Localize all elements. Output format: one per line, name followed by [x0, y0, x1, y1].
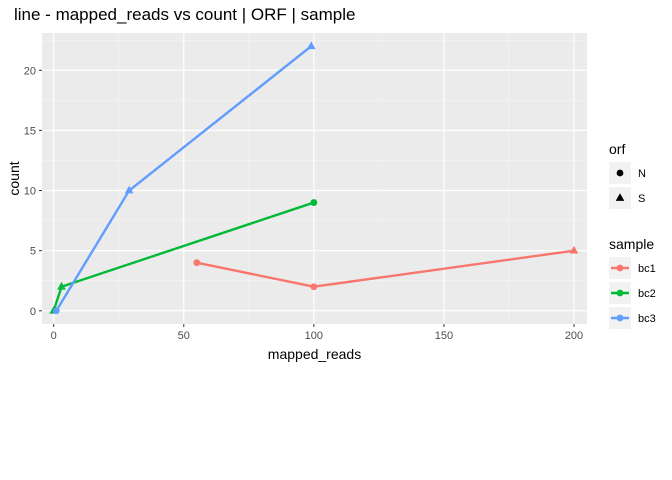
legend-label-bc3: bc3	[638, 313, 656, 325]
data-point-bc1	[310, 283, 318, 291]
data-point-bc3	[124, 185, 134, 194]
legend-key-point-bc1	[616, 264, 624, 272]
data-point-bc1	[569, 245, 579, 254]
data-point-bc3	[52, 307, 60, 315]
data-point-bc2	[310, 199, 318, 206]
legend-key-point-bc2	[616, 289, 624, 297]
data-point-bc3	[306, 41, 316, 50]
chart-title: line - mapped_reads vs count | ORF | sam…	[14, 5, 355, 24]
legend-key-S	[615, 193, 625, 201]
legend-key-point-bc3	[616, 314, 624, 322]
x-tick-label: 0	[51, 330, 57, 342]
y-tick-label: 10	[24, 186, 36, 198]
grid-minor	[42, 33, 587, 324]
legend-sample: sample bc1 bc2 bc3	[609, 236, 656, 329]
legend-label-N: N	[638, 168, 646, 180]
legend-orf: orf N S	[609, 141, 646, 209]
data-point-bc2	[57, 281, 66, 290]
legend-label-S: S	[638, 193, 645, 205]
x-tick-label: 200	[565, 330, 583, 342]
legend-label-bc1: bc1	[638, 263, 656, 275]
x-tick-label: 50	[178, 330, 190, 342]
data-point-bc1	[193, 259, 201, 267]
y-tick-label: 20	[24, 65, 36, 77]
legend-key-N	[616, 169, 624, 177]
x-axis: 0 50 100 150 200	[51, 324, 583, 342]
x-axis-title: mapped_reads	[268, 346, 361, 362]
y-tick-label: 0	[30, 306, 36, 318]
y-axis-title: count	[6, 161, 22, 195]
legend-sample-title: sample	[609, 236, 654, 252]
y-axis: 0 5 10 15 20	[24, 65, 42, 318]
x-tick-label: 150	[435, 330, 453, 342]
plot-panel	[42, 33, 587, 324]
x-tick-label: 100	[305, 330, 323, 342]
legend-label-bc2: bc2	[638, 288, 656, 300]
y-tick-label: 15	[24, 125, 36, 137]
y-tick-label: 5	[30, 246, 36, 258]
grid-major	[42, 33, 587, 324]
series-points	[49, 41, 579, 315]
legend-orf-title: orf	[609, 141, 625, 157]
